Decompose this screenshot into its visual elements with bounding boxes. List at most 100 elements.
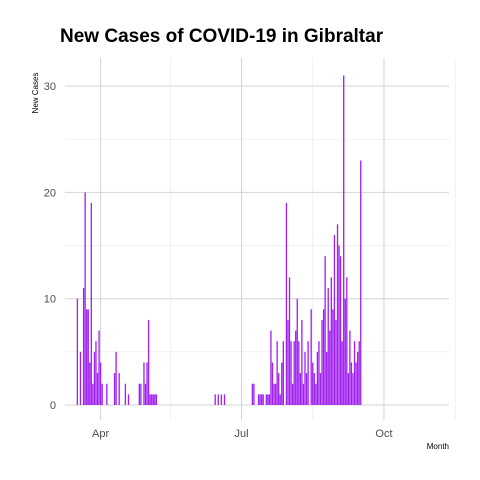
bar — [118, 373, 120, 405]
bar — [299, 373, 302, 405]
bar — [113, 373, 116, 405]
bar — [140, 383, 142, 405]
bar — [84, 192, 86, 405]
bar — [287, 319, 289, 405]
bar — [220, 394, 223, 405]
bar — [101, 383, 103, 405]
bar — [296, 298, 298, 405]
bar — [346, 277, 348, 405]
bar — [82, 288, 85, 405]
bar — [217, 394, 219, 405]
bar — [253, 383, 255, 405]
bar — [291, 383, 294, 405]
bar — [322, 309, 325, 405]
bar — [149, 394, 151, 405]
bar — [355, 362, 357, 405]
bar — [257, 394, 260, 405]
bar — [146, 362, 148, 405]
bar — [358, 341, 360, 405]
bar — [329, 330, 331, 405]
bar — [343, 75, 345, 405]
bar — [271, 362, 274, 405]
bar — [265, 394, 267, 405]
bar — [214, 394, 216, 405]
bar — [332, 309, 334, 405]
bar — [338, 245, 340, 405]
bar — [295, 330, 297, 405]
bar — [155, 394, 158, 405]
y-axis-title: New Cases — [31, 73, 40, 114]
bar — [312, 362, 314, 405]
bar — [124, 383, 127, 405]
bar — [274, 383, 277, 405]
bar — [353, 341, 356, 405]
y-tick-label: 10 — [44, 294, 56, 306]
bar — [144, 383, 147, 405]
bar — [327, 288, 329, 405]
y-axis-ticks: 0 10 20 30 — [44, 81, 56, 412]
x-tick-label: Apr — [92, 428, 109, 440]
bar — [96, 373, 99, 405]
y-tick-label: 20 — [44, 187, 56, 199]
bar — [268, 394, 271, 405]
bar — [350, 362, 353, 405]
bar — [333, 234, 336, 405]
bar — [86, 309, 88, 405]
x-axis-ticks: Apr Jul Oct — [92, 428, 392, 440]
bar — [319, 373, 322, 405]
bar — [302, 383, 305, 405]
bar — [143, 362, 145, 405]
bar — [106, 383, 108, 405]
bar — [315, 383, 317, 405]
bar — [147, 319, 150, 405]
bar — [321, 319, 323, 405]
bar — [290, 341, 292, 405]
bar — [92, 383, 94, 405]
bar — [260, 394, 263, 405]
bar — [79, 351, 82, 405]
x-tick-label: Jul — [234, 428, 248, 440]
bar — [89, 362, 91, 405]
bar — [273, 383, 275, 405]
bar — [339, 256, 342, 405]
bar — [324, 256, 326, 405]
bar — [154, 394, 156, 405]
bar — [115, 351, 117, 405]
bar — [301, 319, 303, 405]
bar — [276, 341, 278, 405]
bar — [310, 309, 312, 405]
bar — [93, 351, 96, 405]
bar — [307, 341, 309, 405]
bar — [336, 224, 339, 405]
bar — [305, 373, 308, 405]
bar — [279, 394, 281, 405]
bar — [360, 160, 362, 405]
bar — [98, 330, 100, 405]
bar — [341, 341, 343, 405]
bar — [288, 277, 291, 405]
bar — [298, 341, 300, 405]
bar — [335, 319, 337, 405]
bar — [251, 383, 254, 405]
bar — [318, 341, 320, 405]
grid — [65, 58, 456, 420]
bar — [99, 362, 102, 405]
bar — [330, 277, 332, 405]
bar — [326, 351, 328, 405]
bar — [87, 309, 89, 405]
bar — [349, 330, 351, 405]
x-tick-label: Oct — [375, 428, 392, 440]
bar — [281, 362, 283, 405]
bar — [262, 394, 264, 405]
bar — [223, 394, 226, 405]
bar — [90, 203, 92, 405]
bar — [316, 351, 319, 405]
bar — [282, 341, 284, 405]
bar — [293, 341, 295, 405]
bar — [352, 373, 354, 405]
bar — [152, 394, 154, 405]
bar — [138, 383, 140, 405]
bar — [267, 394, 269, 405]
y-tick-label: 30 — [44, 81, 56, 93]
bar — [313, 373, 315, 405]
